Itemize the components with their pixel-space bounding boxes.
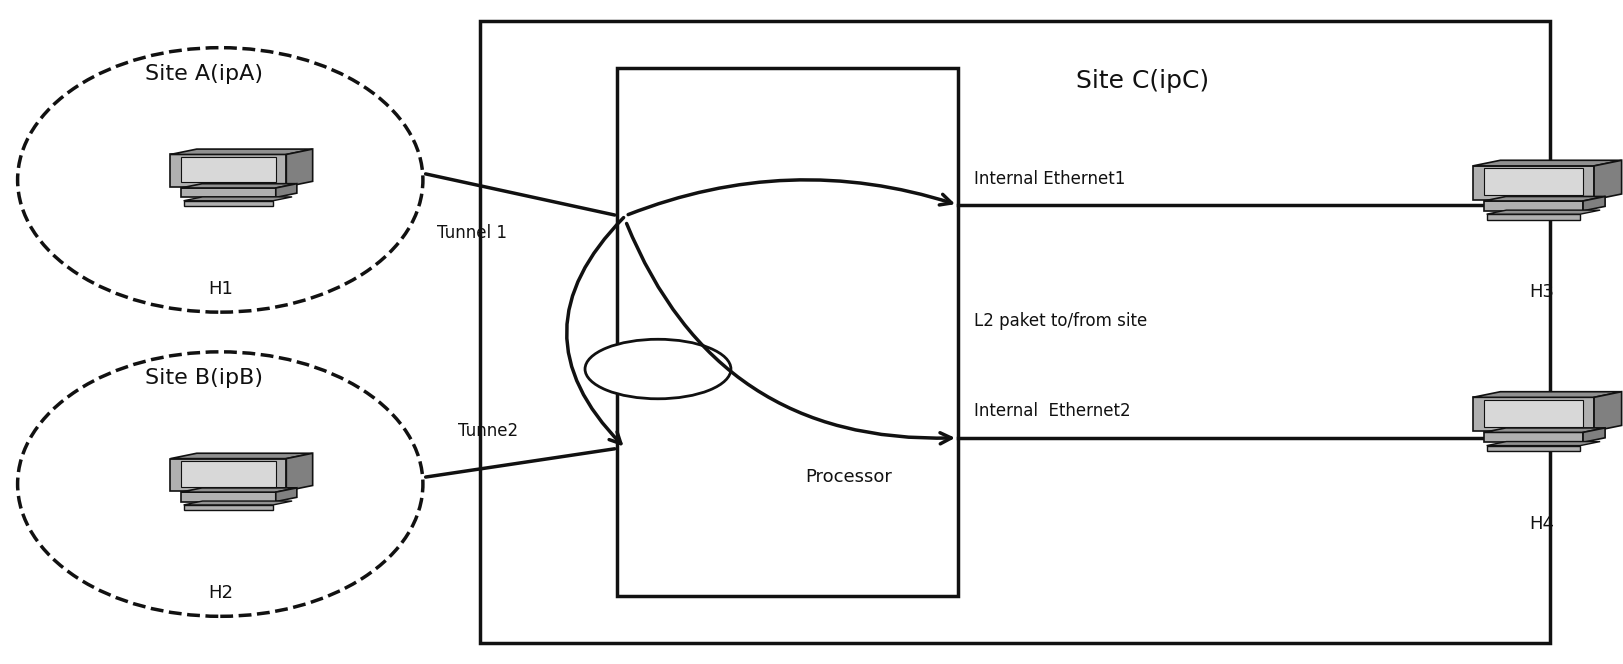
Text: Internal Ethernet1: Internal Ethernet1: [974, 169, 1125, 188]
Polygon shape: [1483, 432, 1582, 442]
Text: Site A(ipA): Site A(ipA): [144, 64, 263, 84]
Polygon shape: [180, 461, 276, 487]
Polygon shape: [1485, 442, 1599, 446]
Polygon shape: [1594, 392, 1621, 431]
Ellipse shape: [18, 352, 422, 616]
Polygon shape: [276, 184, 297, 197]
Circle shape: [584, 339, 730, 399]
Text: Tunne2: Tunne2: [458, 422, 518, 440]
Polygon shape: [170, 459, 286, 491]
Polygon shape: [1483, 400, 1582, 426]
Text: H3: H3: [1529, 284, 1553, 301]
Polygon shape: [1483, 168, 1582, 195]
Ellipse shape: [18, 48, 422, 312]
Polygon shape: [286, 454, 313, 491]
Bar: [617, 68, 958, 596]
Polygon shape: [183, 201, 273, 207]
Text: H1: H1: [208, 280, 232, 298]
Text: H4: H4: [1529, 515, 1553, 533]
Polygon shape: [1485, 210, 1599, 214]
Polygon shape: [180, 492, 276, 501]
Bar: [479, 21, 1548, 643]
Polygon shape: [180, 488, 297, 492]
Polygon shape: [1582, 428, 1604, 442]
Polygon shape: [180, 188, 276, 197]
Text: Site B(ipB): Site B(ipB): [144, 369, 263, 388]
Polygon shape: [1472, 392, 1621, 397]
Polygon shape: [1472, 166, 1594, 200]
Polygon shape: [1594, 160, 1621, 200]
Polygon shape: [286, 149, 313, 187]
Text: Site C(ipC): Site C(ipC): [1076, 69, 1209, 93]
Polygon shape: [1485, 214, 1579, 220]
Polygon shape: [1485, 446, 1579, 452]
Polygon shape: [170, 149, 313, 155]
Polygon shape: [170, 454, 313, 459]
Text: L2 paket to/from site: L2 paket to/from site: [974, 313, 1147, 331]
Text: Processor: Processor: [805, 469, 893, 487]
Polygon shape: [1582, 197, 1604, 211]
Polygon shape: [1483, 428, 1604, 432]
Polygon shape: [170, 155, 286, 187]
Polygon shape: [1472, 160, 1621, 166]
Polygon shape: [183, 505, 273, 511]
Polygon shape: [180, 157, 276, 183]
Polygon shape: [183, 197, 292, 201]
Polygon shape: [276, 488, 297, 501]
Text: Tunnel 1: Tunnel 1: [437, 224, 506, 242]
Polygon shape: [1472, 397, 1594, 431]
Polygon shape: [180, 184, 297, 188]
Polygon shape: [1483, 197, 1604, 201]
Polygon shape: [183, 501, 292, 505]
Polygon shape: [1483, 201, 1582, 211]
Text: H2: H2: [208, 584, 232, 602]
Text: Internal  Ethernet2: Internal Ethernet2: [974, 402, 1130, 420]
